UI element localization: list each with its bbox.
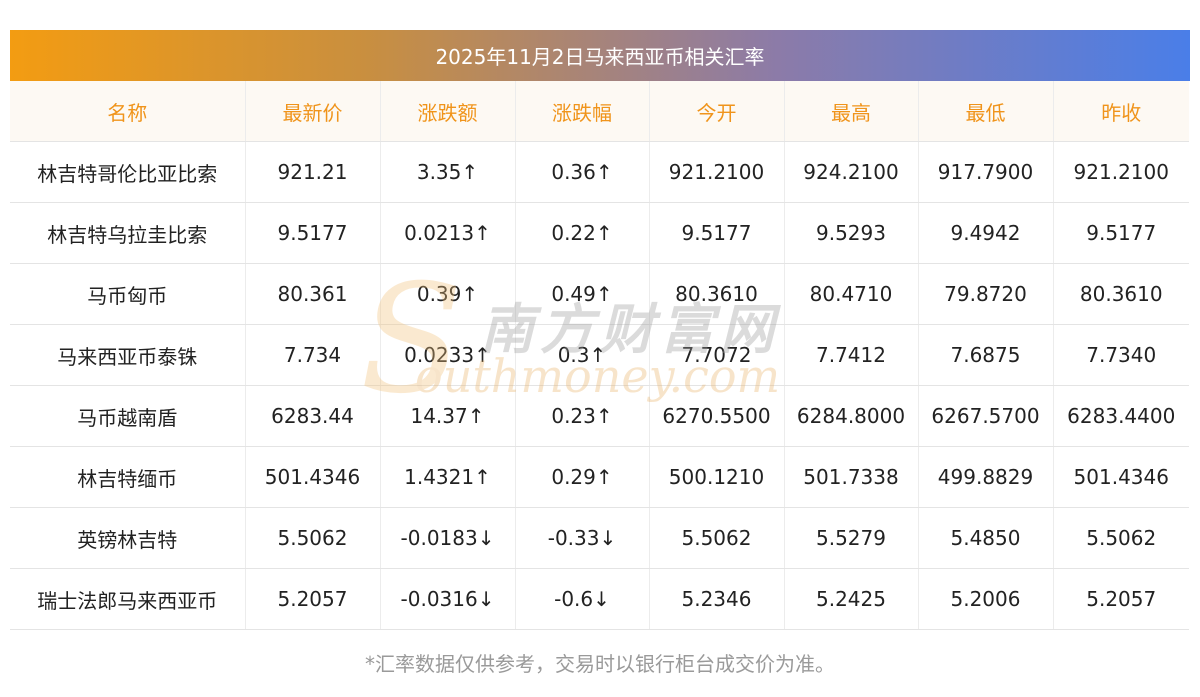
cell-low: 7.6875 [917, 324, 1053, 386]
cell-name: 瑞士法郎马来西亚币 [10, 568, 245, 630]
table-row: 马来西亚币泰铢 7.734 0.0233↑ 0.3↑ 7.7072 7.7412 7.687… [10, 324, 1189, 386]
cell-low: 5.4850 [917, 507, 1053, 569]
cell-open: 5.2346 [648, 568, 784, 630]
cell-high: 6284.8000 [783, 385, 918, 447]
cell-change: 3.35↑ [379, 141, 515, 203]
cell-prev-close: 9.5177 [1052, 202, 1189, 264]
cell-low: 6267.5700 [917, 385, 1053, 447]
cell-prev-close: 501.4346 [1052, 446, 1189, 508]
cell-name: 林吉特乌拉圭比索 [10, 202, 245, 264]
cell-latest: 6283.44 [244, 385, 380, 447]
cell-change-pct: 0.49↑ [514, 263, 649, 325]
cell-open: 7.7072 [648, 324, 784, 386]
cell-prev-close: 80.3610 [1052, 263, 1189, 325]
cell-latest: 9.5177 [244, 202, 380, 264]
cell-open: 921.2100 [648, 141, 784, 203]
table-row: 林吉特哥伦比亚比索 921.21 3.35↑ 0.36↑ 921.2100 924.210… [10, 141, 1189, 203]
cell-high: 5.5279 [783, 507, 918, 569]
cell-high: 80.4710 [783, 263, 918, 325]
cell-name: 马来西亚币泰铢 [10, 324, 245, 386]
cell-open: 6270.5500 [648, 385, 784, 447]
cell-low: 79.8720 [917, 263, 1053, 325]
header-change-pct: 涨跌幅 [514, 81, 649, 142]
header-high: 最高 [783, 81, 918, 142]
cell-change: 0.0233↑ [379, 324, 515, 386]
cell-change-pct: 0.29↑ [514, 446, 649, 508]
cell-name: 马币越南盾 [10, 385, 245, 447]
table-title-text: 2025年11月2日马来西亚币相关汇率 [435, 45, 765, 69]
cell-high: 501.7338 [783, 446, 918, 508]
header-change: 涨跌额 [379, 81, 515, 142]
cell-prev-close: 7.7340 [1052, 324, 1189, 386]
table-row: 马币越南盾 6283.44 14.37↑ 0.23↑ 6270.5500 6284.800… [10, 385, 1189, 447]
table-row: 马币匈币 80.361 0.39↑ 0.49↑ 80.3610 80.4710 79.872… [10, 263, 1189, 325]
cell-change-pct: 0.36↑ [514, 141, 649, 203]
cell-open: 80.3610 [648, 263, 784, 325]
cell-latest: 80.361 [244, 263, 380, 325]
table-title: 2025年11月2日马来西亚币相关汇率 [10, 30, 1190, 81]
cell-latest: 5.2057 [244, 568, 380, 630]
cell-latest: 5.5062 [244, 507, 380, 569]
header-open: 今开 [648, 81, 784, 142]
cell-latest: 921.21 [244, 141, 380, 203]
cell-name: 马币匈币 [10, 263, 245, 325]
cell-change-pct: -0.33↓ [514, 507, 649, 569]
cell-change-pct: -0.6↓ [514, 568, 649, 630]
footnote: *汇率数据仅供参考，交易时以银行柜台成交价为准。 [365, 652, 835, 676]
cell-change: 14.37↑ [379, 385, 515, 447]
cell-latest: 7.734 [244, 324, 380, 386]
cell-open: 500.1210 [648, 446, 784, 508]
cell-change: -0.0316↓ [379, 568, 515, 630]
cell-prev-close: 5.5062 [1052, 507, 1189, 569]
cell-low: 499.8829 [917, 446, 1053, 508]
cell-change-pct: 0.22↑ [514, 202, 649, 264]
exchange-rate-table: 名称 最新价 涨跌额 涨跌幅 今开 最高 最低 昨收 林吉特哥伦比亚比索 921.… [10, 81, 1189, 630]
cell-prev-close: 6283.4400 [1052, 385, 1189, 447]
table-row: 林吉特缅币 501.4346 1.4321↑ 0.29↑ 500.1210 501.733… [10, 446, 1189, 508]
cell-change: -0.0183↓ [379, 507, 515, 569]
cell-name: 林吉特哥伦比亚比索 [10, 141, 245, 203]
cell-change: 0.39↑ [379, 263, 515, 325]
table-body: 林吉特哥伦比亚比索 921.21 3.35↑ 0.36↑ 921.2100 924.210… [10, 141, 1189, 630]
header-low: 最低 [917, 81, 1053, 142]
cell-change-pct: 0.23↑ [514, 385, 649, 447]
header-name: 名称 [10, 81, 245, 142]
header-latest: 最新价 [244, 81, 380, 142]
cell-change: 1.4321↑ [379, 446, 515, 508]
cell-name: 英镑林吉特 [10, 507, 245, 569]
cell-prev-close: 921.2100 [1052, 141, 1189, 203]
cell-high: 5.2425 [783, 568, 918, 630]
cell-high: 9.5293 [783, 202, 918, 264]
cell-high: 924.2100 [783, 141, 918, 203]
cell-high: 7.7412 [783, 324, 918, 386]
table-row: 英镑林吉特 5.5062 -0.0183↓ -0.33↓ 5.5062 5.5279 5.4… [10, 507, 1189, 569]
cell-low: 9.4942 [917, 202, 1053, 264]
cell-prev-close: 5.2057 [1052, 568, 1189, 630]
cell-low: 917.7900 [917, 141, 1053, 203]
cell-name: 林吉特缅币 [10, 446, 245, 508]
cell-open: 9.5177 [648, 202, 784, 264]
cell-change-pct: 0.3↑ [514, 324, 649, 386]
table-row: 林吉特乌拉圭比索 9.5177 0.0213↑ 0.22↑ 9.5177 9.5293 9.… [10, 202, 1189, 264]
cell-low: 5.2006 [917, 568, 1053, 630]
cell-latest: 501.4346 [244, 446, 380, 508]
table-header-row: 名称 最新价 涨跌额 涨跌幅 今开 最高 最低 昨收 [10, 81, 1189, 142]
cell-change: 0.0213↑ [379, 202, 515, 264]
header-prev-close: 昨收 [1052, 81, 1189, 142]
table-row: 瑞士法郎马来西亚币 5.2057 -0.0316↓ -0.6↓ 5.2346 5.2425… [10, 568, 1189, 630]
cell-open: 5.5062 [648, 507, 784, 569]
